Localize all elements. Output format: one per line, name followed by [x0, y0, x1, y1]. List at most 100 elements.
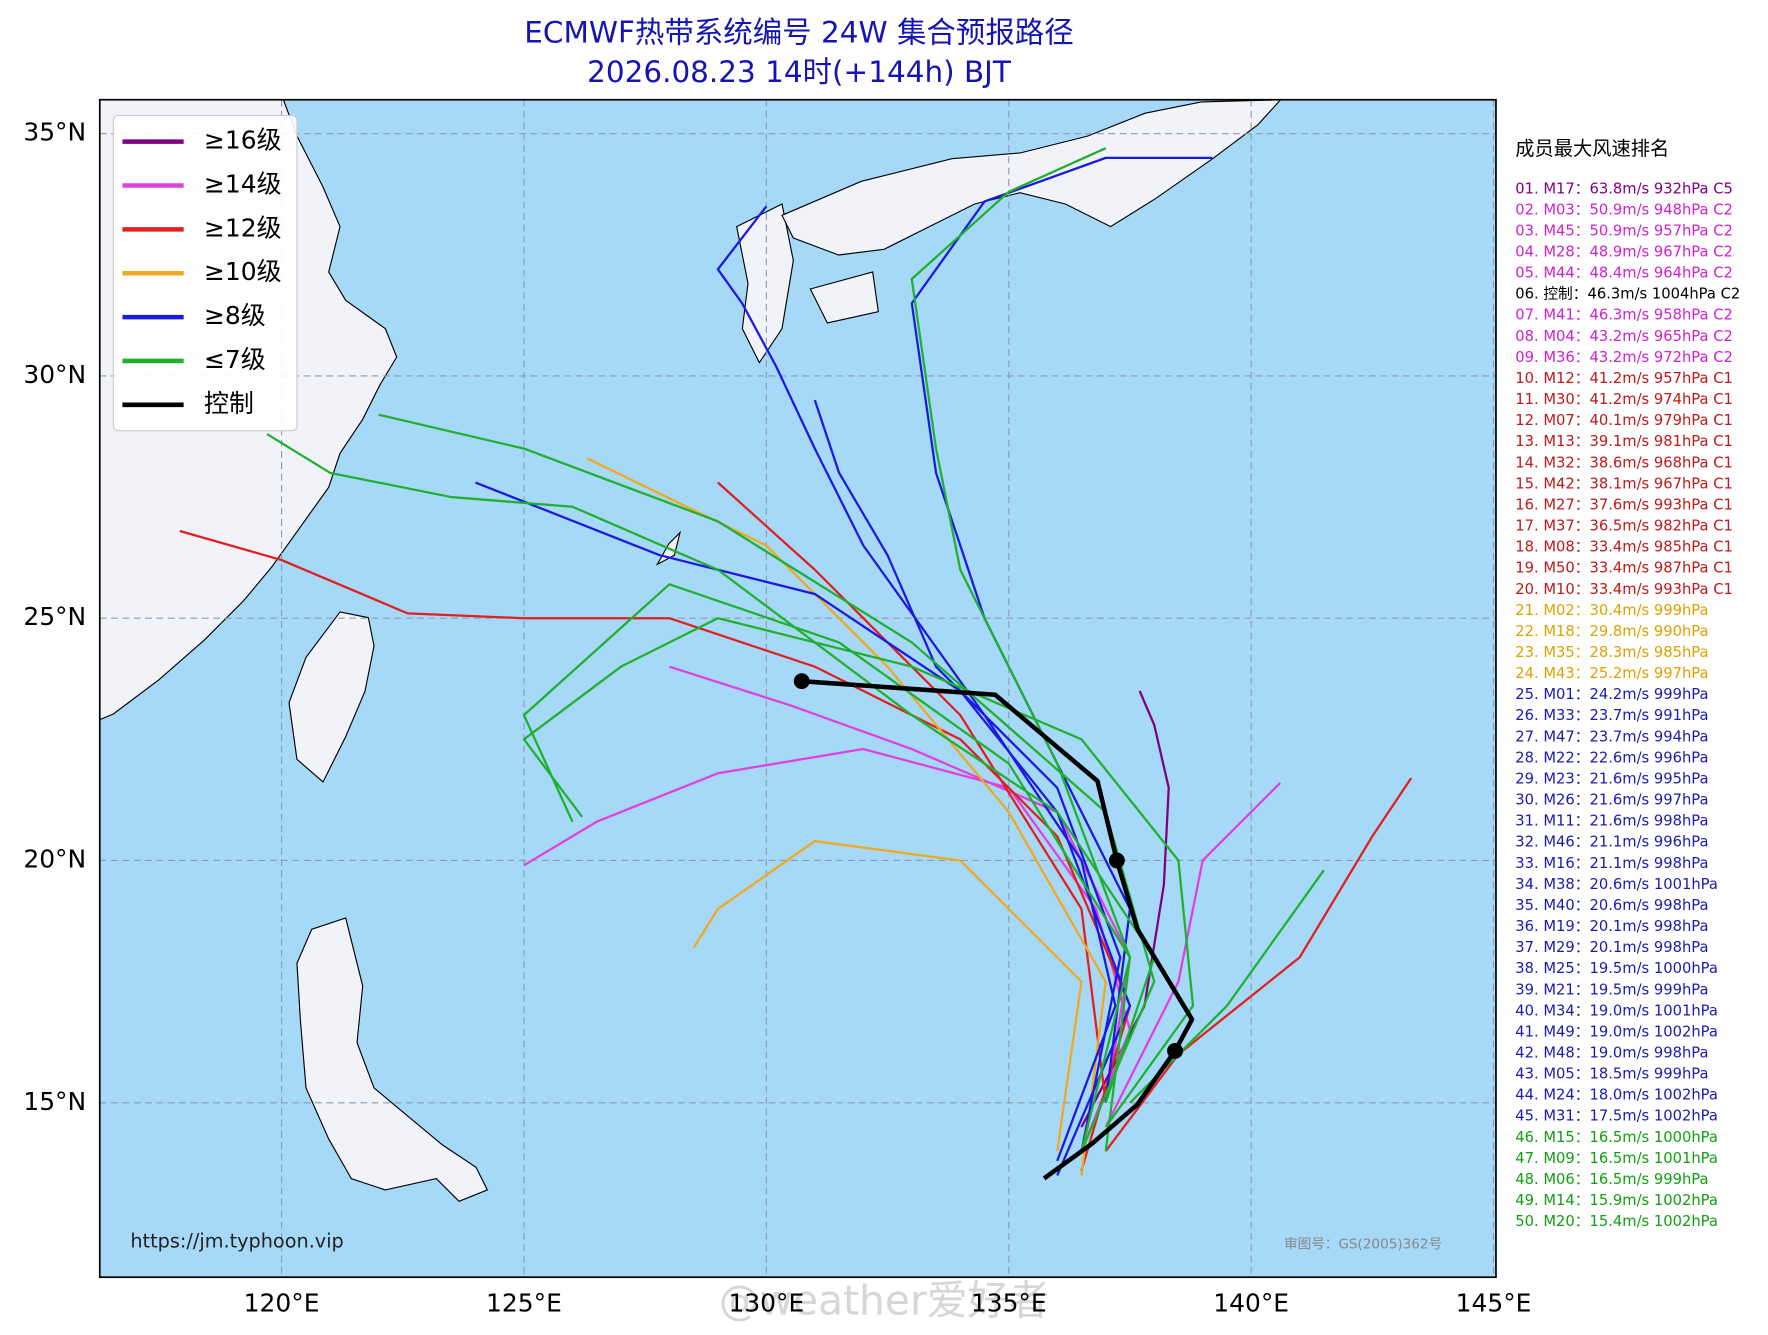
taiwan: [288, 611, 375, 783]
approval-number: 审图号：GS(2005)362号: [1284, 1236, 1442, 1252]
ranking-item: 24. M43：25.2m/s 997hPa: [1515, 665, 1708, 682]
ranking-item: 43. M05：18.5m/s 999hPa: [1515, 1066, 1708, 1083]
y-tick-label: 15°N: [23, 1087, 86, 1116]
ranking-item: 06. 控制：46.3m/s 1004hPa C2: [1515, 286, 1740, 303]
grid: [99, 99, 1496, 1278]
ranking-item: 17. M37：36.5m/s 982hPa C1: [1515, 518, 1733, 535]
ranking-item: 19. M50：33.4m/s 987hPa C1: [1515, 560, 1733, 577]
track: [716, 205, 1117, 1162]
y-tick-label: 25°N: [23, 602, 86, 631]
ranking-item: 50. M20：15.4m/s 1002hPa: [1515, 1213, 1718, 1230]
ranking-item: 32. M46：21.1m/s 996hPa: [1515, 834, 1708, 851]
x-tick-label: 135°E: [971, 1288, 1047, 1317]
x-tick-label: 130°E: [728, 1288, 804, 1317]
track: [179, 529, 1132, 1171]
luzon: [296, 917, 489, 1202]
ranking-item: 27. M47：23.7m/s 994hPa: [1515, 728, 1708, 745]
ranking-item: 02. M03：50.9m/s 948hPa C2: [1515, 201, 1733, 218]
ranking-item: 31. M11：21.6m/s 998hPa: [1515, 813, 1708, 830]
track: [1104, 777, 1413, 1152]
legend-label: ≥10级: [204, 257, 282, 286]
ranking-item: 13. M13：39.1m/s 981hPa C1: [1515, 433, 1733, 450]
ranking-title: 成员最大风速排名: [1515, 137, 1669, 160]
ranking-item: 49. M14：15.9m/s 1002hPa: [1515, 1192, 1718, 1209]
x-tick-label: 140°E: [1213, 1288, 1289, 1317]
legend-box: [112, 115, 298, 432]
track: [522, 583, 1132, 1152]
ranking-item: 35. M40：20.6m/s 998hPa: [1515, 897, 1708, 914]
ranking-item: 05. M44：48.4m/s 964hPa C2: [1515, 265, 1733, 282]
legend-label: ≥8级: [204, 301, 266, 330]
ranking-item: 20. M10：33.4m/s 993hPa C1: [1515, 581, 1733, 598]
ranking-item: 47. M09：16.5m/s 1001hPa: [1515, 1150, 1718, 1167]
ranking-item: 29. M23：21.6m/s 995hPa: [1515, 770, 1708, 787]
track: [266, 433, 1156, 1104]
ranking-item: 44. M24：18.0m/s 1002hPa: [1515, 1087, 1718, 1104]
ranking-item: 48. M06：16.5m/s 999hPa: [1515, 1171, 1708, 1188]
ranking-item: 30. M26：21.6m/s 997hPa: [1515, 792, 1708, 809]
track: [910, 156, 1213, 1103]
track: [910, 147, 1132, 1152]
ranking-item: 42. M48：19.0m/s 998hPa: [1515, 1044, 1708, 1061]
x-tick-label: 145°E: [1456, 1288, 1532, 1317]
ranking-item: 11. M30：41.2m/s 974hPa C1: [1515, 391, 1733, 408]
track: [801, 678, 1195, 1181]
x-tick-label: 125°E: [486, 1288, 562, 1317]
track: [1104, 782, 1282, 1128]
y-tick-label: 20°N: [23, 844, 86, 873]
legend-label: ≥12级: [204, 213, 282, 242]
ranking-item: 22. M18：29.8m/s 990hPa: [1515, 623, 1708, 640]
watermark: @weather爱好者: [719, 1276, 1049, 1324]
ranking-item: 14. M32：38.6m/s 968hPa C1: [1515, 454, 1733, 471]
ranking-item: 28. M22：22.6m/s 996hPa: [1515, 749, 1708, 766]
ranking-item: 39. M21：19.5m/s 999hPa: [1515, 981, 1708, 998]
ranking-item: 38. M25：19.5m/s 1000hPa: [1515, 960, 1718, 977]
ranking-item: 25. M01：24.2m/s 999hPa: [1515, 686, 1708, 703]
kyushu: [736, 203, 794, 364]
ranking-item: 26. M33：23.7m/s 991hPa: [1515, 707, 1708, 724]
shikoku: [809, 271, 879, 324]
tracks: [179, 147, 1413, 1181]
ranking-item: 04. M28：48.9m/s 967hPa C2: [1515, 243, 1733, 260]
track: [522, 617, 1195, 1128]
ranking-item: 33. M16：21.1m/s 998hPa: [1515, 855, 1708, 872]
ranking-item: 12. M07：40.1m/s 979hPa C1: [1515, 412, 1733, 429]
ranking-item: 21. M02：30.4m/s 999hPa: [1515, 602, 1708, 619]
y-tick-label: 30°N: [23, 360, 86, 389]
ranking-item: 46. M15：16.5m/s 1000hPa: [1515, 1129, 1718, 1146]
control-point: [1167, 1042, 1183, 1059]
ranking-item: 34. M38：20.6m/s 1001hPa: [1515, 876, 1718, 893]
legend-label: ≤7级: [204, 345, 266, 374]
legend-label: ≥16级: [204, 126, 282, 155]
subtitle: 2026.08.23 14时(+144h) BJT: [587, 55, 1012, 89]
x-tick-label: 120°E: [244, 1288, 320, 1317]
source-url: https://jm.typhoon.vip: [130, 1230, 343, 1253]
track: [813, 399, 1122, 1152]
ranking-item: 10. M12：41.2m/s 957hPa C1: [1515, 370, 1733, 387]
track: [692, 839, 1083, 1152]
ranking-item: 18. M08：33.4m/s 985hPa C1: [1515, 539, 1733, 556]
ranking-item: 40. M34：19.0m/s 1001hPa: [1515, 1002, 1718, 1019]
control-point: [793, 673, 810, 690]
track: [717, 481, 1107, 1103]
legend-label: 控制: [204, 389, 254, 418]
ranking-item: 07. M41：46.3m/s 958hPa C2: [1515, 307, 1733, 324]
ranking-item: 36. M19：20.1m/s 998hPa: [1515, 918, 1708, 935]
title: ECMWF热带系统编号 24W 集合预报路径: [524, 15, 1073, 49]
ranking-item: 03. M45：50.9m/s 957hPa C2: [1515, 222, 1733, 239]
map-frame: [98, 98, 1497, 1279]
ranking-item: 37. M29：20.1m/s 998hPa: [1515, 939, 1708, 956]
ranking-item: 01. M17：63.8m/s 932hPa C5: [1515, 180, 1733, 197]
track: [378, 413, 1156, 1152]
ranking-item: 15. M42：38.1m/s 967hPa C1: [1515, 475, 1733, 492]
ranking-item: 23. M35：28.3m/s 985hPa: [1515, 644, 1708, 661]
legend-label: ≥14级: [204, 170, 282, 199]
ranking-list: 成员最大风速排名 01. M17：63.8m/s 932hPa C5 02. M03…: [1515, 137, 1740, 1230]
honshu: [781, 99, 1282, 256]
y-tick-label: 35°N: [23, 118, 86, 147]
ranking-item: 41. M49：19.0m/s 1002hPa: [1515, 1023, 1718, 1040]
ranking-item: 16. M27：37.6m/s 993hPa C1: [1515, 496, 1733, 513]
